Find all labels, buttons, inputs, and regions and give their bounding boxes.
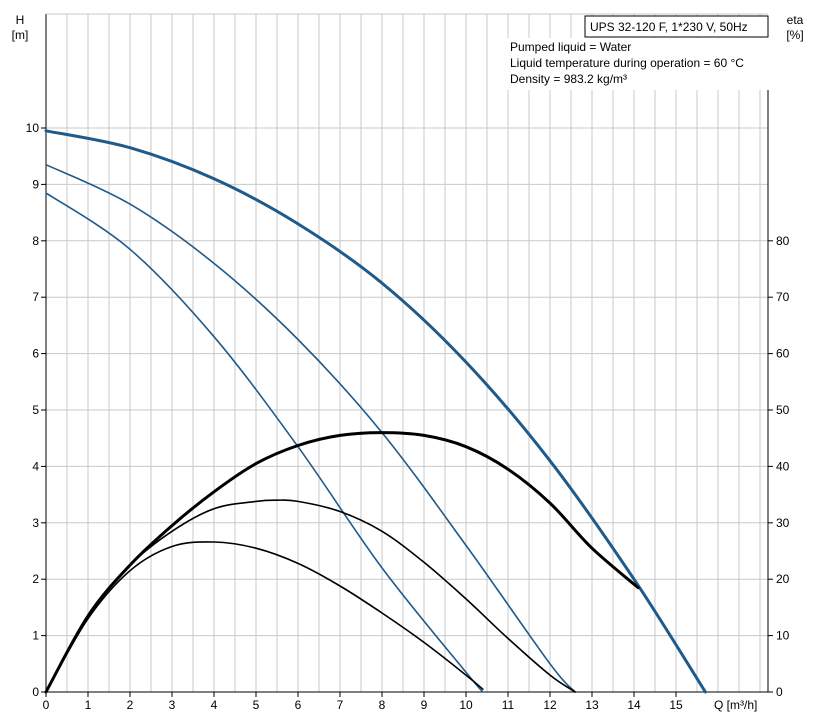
x-tick-label: 0 <box>43 698 50 712</box>
head-curve-1 <box>45 163 576 693</box>
y-left-axis-title: H <box>16 13 25 27</box>
y-right-tick-label: 50 <box>776 403 790 417</box>
info-line-density: Density = 983.2 kg/m³ <box>510 72 627 86</box>
head-curve-0 <box>44 129 707 694</box>
x-tick-label: 6 <box>295 698 302 712</box>
efficiency-curve-5 <box>45 541 484 693</box>
curves <box>44 129 707 694</box>
x-tick-label: 2 <box>127 698 134 712</box>
x-tick-label: 9 <box>421 698 428 712</box>
x-tick-label: 8 <box>379 698 386 712</box>
y-right-tick-label: 30 <box>776 516 790 530</box>
x-tick-label: 12 <box>543 698 557 712</box>
title-box <box>584 15 769 38</box>
y-right-tick-label: 40 <box>776 459 790 473</box>
y-right-tick-label: 60 <box>776 347 790 361</box>
tick-labels: 0 1 2 3 4 5 6 7 8 9 10 11 12 13 14 15012345678910010203… <box>26 121 790 712</box>
y-right-tick-label: 70 <box>776 290 790 304</box>
x-tick-label: 11 <box>502 698 515 712</box>
x-tick-label: 5 <box>253 698 260 712</box>
plot-frame <box>45 13 769 693</box>
head-curve-2 <box>45 192 484 693</box>
x-tick-label: 13 <box>585 698 599 712</box>
y-left-tick-label: 7 <box>32 290 39 304</box>
y-right-tick-label: 10 <box>776 629 790 643</box>
y-left-tick-label: 10 <box>26 121 40 135</box>
y-left-tick-label: 9 <box>32 177 39 191</box>
y-right-axis-unit: [%] <box>786 28 803 42</box>
y-right-tick-label: 80 <box>776 234 790 248</box>
y-left-tick-label: 5 <box>32 403 39 417</box>
x-tick-label: 10 <box>459 698 473 712</box>
y-right-tick-label: 0 <box>776 685 783 699</box>
y-right-axis-title: eta <box>787 13 804 27</box>
y-left-tick-label: 1 <box>32 629 39 643</box>
y-left-tick-label: 6 <box>32 347 39 361</box>
efficiency-curve-3 <box>44 431 640 694</box>
x-tick-label: 1 <box>85 698 92 712</box>
grid <box>46 14 768 692</box>
x-tick-label: 4 <box>211 698 218 712</box>
chart-title: UPS 32-120 F, 1*230 V, 50Hz <box>590 20 748 34</box>
x-tick-label: 15 <box>669 698 683 712</box>
x-tick-label: 3 <box>169 698 176 712</box>
efficiency-curve-4 <box>45 499 576 693</box>
y-left-tick-label: 8 <box>32 234 39 248</box>
y-left-tick-label: 2 <box>32 572 39 586</box>
x-axis-title: Q [m³/h] <box>714 698 757 712</box>
y-left-tick-label: 0 <box>32 685 39 699</box>
info-panel <box>507 38 768 90</box>
y-right-tick-label: 20 <box>776 572 790 586</box>
info-line-pumped-liquid: Pumped liquid = Water <box>510 40 631 54</box>
y-left-axis-unit: [m] <box>12 28 29 42</box>
x-tick-label: 14 <box>627 698 641 712</box>
info-line-temperature: Liquid temperature during operation = 60… <box>510 56 744 70</box>
x-tick-label: 7 <box>337 698 344 712</box>
y-left-tick-label: 3 <box>32 516 39 530</box>
y-left-tick-label: 4 <box>32 459 39 473</box>
